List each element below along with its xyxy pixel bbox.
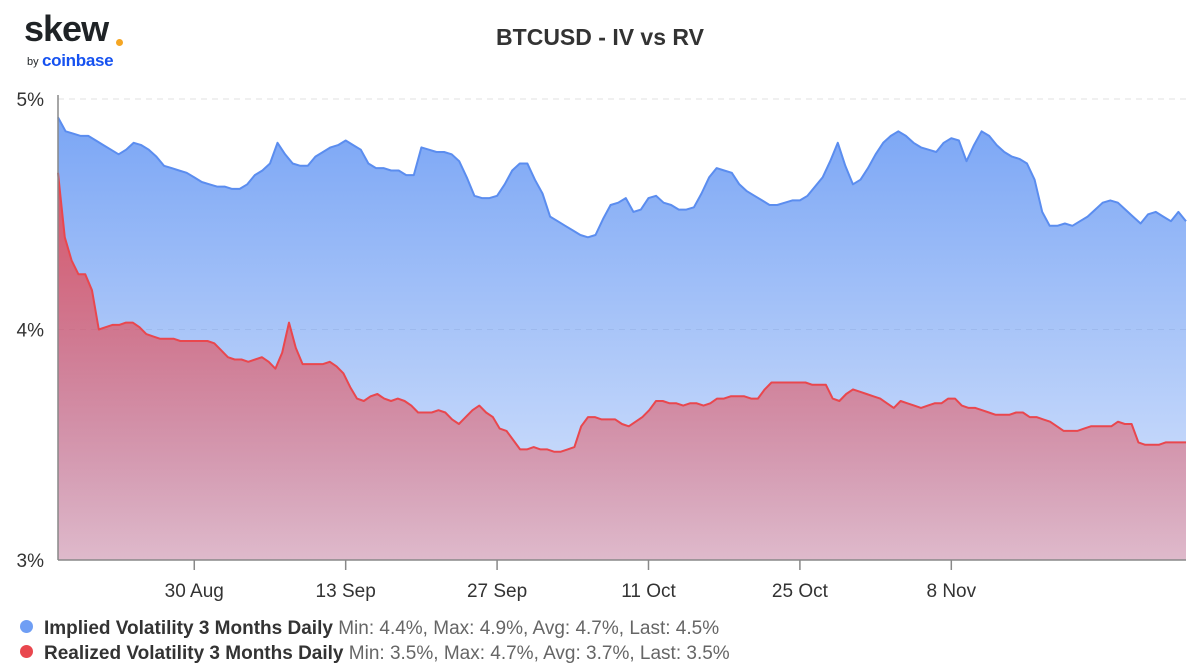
- legend-stats-implied-volatility: Min: 4.4%, Max: 4.9%, Avg: 4.7%, Last: 4…: [338, 618, 720, 639]
- x-tick-label-0: 30 Aug: [165, 581, 224, 602]
- x-tick-label-2: 27 Sep: [467, 581, 527, 602]
- x-tick-label-4: 25 Oct: [772, 581, 829, 602]
- logo-dot: [116, 39, 123, 46]
- legend-name-implied-volatility: Implied Volatility 3 Months Daily: [44, 618, 333, 639]
- legend-marker-implied-volatility: [20, 620, 33, 634]
- y-tick-label-2: 5%: [17, 90, 45, 111]
- y-tick-label-0: 3%: [17, 551, 45, 572]
- x-tick-label-1: 13 Sep: [316, 581, 376, 602]
- chart-legend: Implied Volatility 3 Months Daily Min: 4…: [20, 616, 730, 666]
- y-tick-label-1: 4%: [17, 321, 45, 342]
- legend-item-realized-volatility[interactable]: Realized Volatility 3 Months Daily Min: …: [20, 641, 730, 666]
- logo-wordmark: skew: [24, 8, 109, 49]
- iv-line: [57, 116, 1187, 239]
- rv-line: [57, 172, 1186, 453]
- logo-brand: coinbase: [42, 51, 114, 70]
- logo-by: by: [27, 56, 39, 68]
- chart-title: BTCUSD - IV vs RV: [496, 24, 704, 50]
- chart-plot: 3% 4% 5% 30 Aug 13 Sep 27 Sep 11 Oct 25 Oct 8 No…: [17, 90, 1187, 602]
- legend-name-realized-volatility: Realized Volatility 3 Months Daily: [44, 643, 344, 664]
- legend-stats-realized-volatility: Min: 3.5%, Max: 4.7%, Avg: 3.7%, Last: 3…: [348, 643, 730, 664]
- legend-item-implied-volatility[interactable]: Implied Volatility 3 Months Daily Min: 4…: [20, 616, 730, 641]
- x-tick-label-3: 11 Oct: [621, 581, 676, 602]
- legend-marker-realized-volatility: [20, 645, 33, 659]
- skew-logo: skew by coinbase: [24, 8, 134, 70]
- x-tick-label-5: 8 Nov: [926, 581, 976, 602]
- rv-area: [58, 172, 1186, 561]
